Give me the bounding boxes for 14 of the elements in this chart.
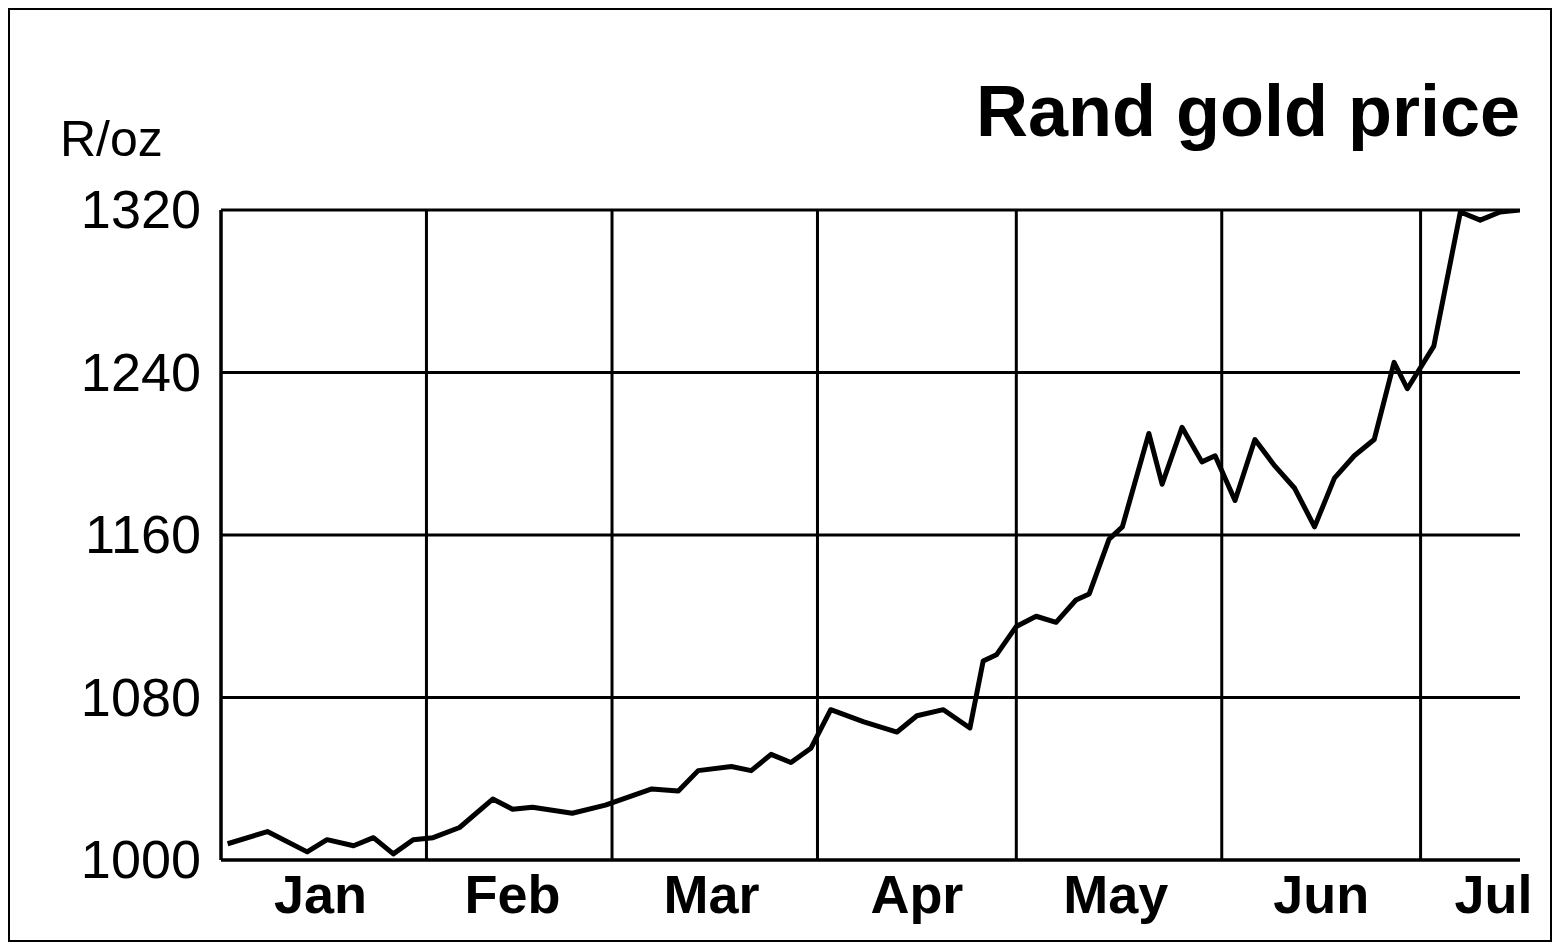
y-tick-label: 1320 — [80, 179, 201, 239]
y-axis-title: R/oz — [60, 110, 163, 168]
y-tick-label: 1000 — [80, 829, 201, 889]
x-tick-label: Jul — [1454, 864, 1533, 924]
y-tick-label: 1160 — [84, 504, 201, 564]
x-tick-label: Feb — [464, 864, 561, 924]
y-tick-label: 1080 — [80, 666, 201, 727]
x-tick-label: Jun — [1273, 864, 1370, 924]
y-tick-label: 1240 — [80, 341, 201, 402]
x-tick-label: Mar — [663, 864, 760, 924]
x-tick-label: May — [1063, 864, 1169, 924]
x-tick-label: Jan — [273, 864, 367, 924]
chart-title: Rand gold price — [975, 70, 1520, 152]
x-tick-label: Apr — [870, 864, 964, 924]
